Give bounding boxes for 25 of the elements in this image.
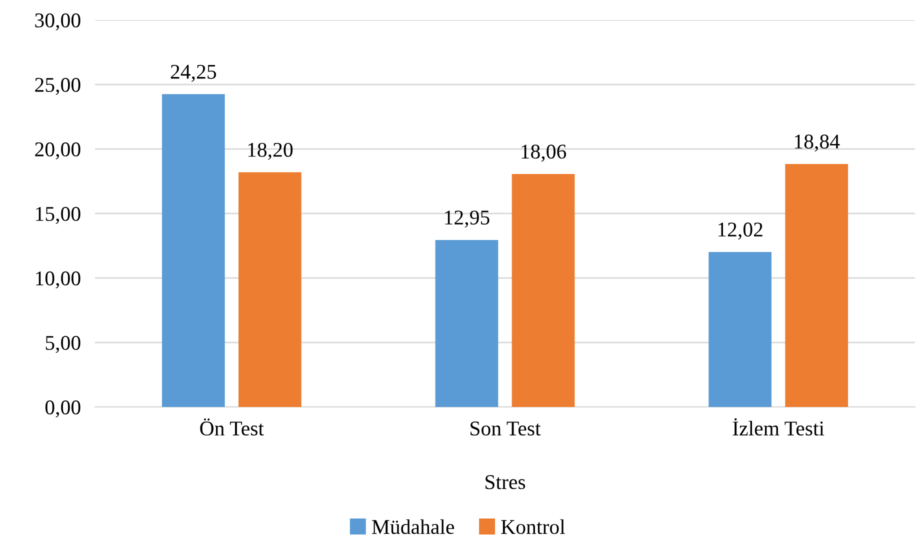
legend-label: Müdahale (372, 519, 454, 534)
bar (785, 164, 848, 407)
bar (162, 94, 225, 407)
data-label: 24,25 (170, 64, 216, 82)
bar (512, 174, 575, 407)
y-tick-label: 10,00 (36, 271, 80, 288)
y-tick-label: 5,00 (46, 336, 80, 353)
data-label: 18,06 (522, 144, 566, 162)
y-tick-label: 25,00 (35, 78, 80, 95)
y-tick-label: 15,00 (36, 206, 80, 224)
y-tick-label: 0,00 (45, 400, 80, 418)
x-axis-title: Stres (486, 475, 526, 490)
bar (435, 240, 498, 407)
data-label: 12,95 (445, 210, 490, 228)
data-label: 18,20 (248, 142, 293, 160)
x-tick-label: İzlem Testi (732, 418, 824, 436)
y-tick-label: 30,00 (35, 13, 80, 30)
legend-label: Kontrol (501, 519, 565, 534)
bar (238, 172, 302, 407)
data-label: 18,84 (794, 134, 840, 152)
x-tick-label: Ön Test (200, 418, 264, 436)
data-label: 12,02 (718, 222, 762, 240)
bar (708, 252, 772, 407)
y-tick-label: 20,00 (35, 142, 80, 160)
x-tick-label: Son Test (470, 422, 541, 436)
